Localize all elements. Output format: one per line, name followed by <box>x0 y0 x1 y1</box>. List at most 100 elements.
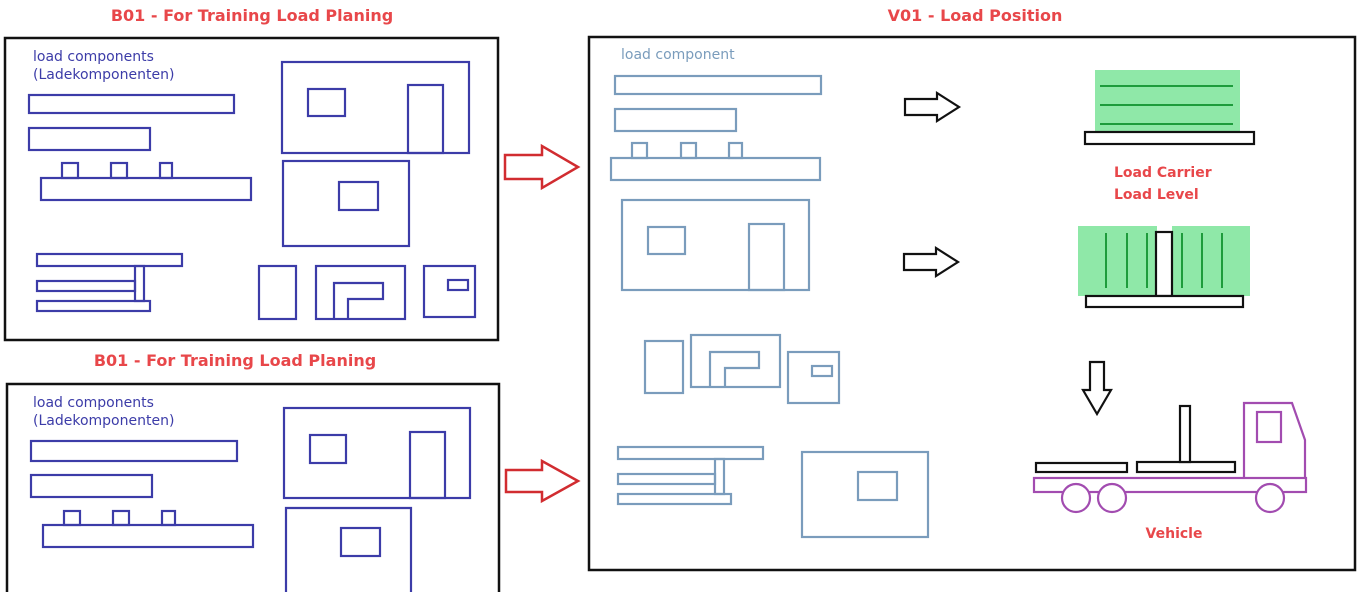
component-panel-door <box>280 60 471 155</box>
component-bar-short <box>613 107 738 133</box>
component-panel-door <box>282 406 472 500</box>
red-arrow-icon <box>504 458 581 504</box>
component-window <box>856 470 899 502</box>
load-level-lines <box>1105 233 1223 288</box>
component-base-with-pins <box>609 156 822 182</box>
black-arrow-icon <box>902 245 961 279</box>
v01-title: V01 - Load Position <box>888 6 1063 25</box>
component-rack-bar <box>616 445 765 461</box>
load-level-cargo-left <box>1078 226 1157 296</box>
truck-wheel <box>1060 482 1092 514</box>
load-carrier-icon <box>1083 70 1256 146</box>
truck-load-level-post <box>1178 404 1192 464</box>
load-carrier-lines <box>1100 85 1233 125</box>
component-window <box>306 87 347 118</box>
truck-window <box>1255 410 1283 444</box>
component-l-shape <box>708 350 761 387</box>
component-rack-bar <box>35 299 152 313</box>
v01-panel: V01 - Load Position load component <box>587 6 1357 572</box>
truck-body <box>1032 401 1308 514</box>
component-bar-short <box>27 126 152 152</box>
component-window <box>646 225 687 256</box>
load-carrier-platform <box>1083 130 1256 146</box>
component-pin <box>111 509 131 527</box>
carrier-label-1: Load Carrier <box>1114 165 1212 181</box>
component-pin <box>62 509 82 527</box>
truck-load-level-base <box>1135 460 1237 474</box>
component-l-frame <box>314 264 407 321</box>
component-l-shape <box>332 281 385 319</box>
v01-frame <box>587 35 1357 572</box>
component-small-block <box>257 264 298 321</box>
v01-component-label: load component <box>621 47 735 63</box>
b01-bottom-components <box>29 406 472 592</box>
component-rack-bar <box>35 252 184 268</box>
component-square <box>786 350 841 405</box>
b01-top-panel: B01 - For Training Load Planing load com… <box>3 6 500 342</box>
truck-load-carrier <box>1034 461 1129 474</box>
carrier-label-2: Load Level <box>1114 187 1199 203</box>
component-bar-long <box>613 74 823 96</box>
b01-bottom-label-1: load components <box>33 395 154 411</box>
component-door <box>747 222 786 292</box>
component-pin <box>109 161 129 180</box>
load-level-icon <box>1078 226 1250 309</box>
component-small-block <box>643 339 685 395</box>
load-level-cargo-right <box>1172 226 1250 296</box>
truck-chassis <box>1032 476 1308 494</box>
component-pin <box>727 141 744 160</box>
b01-bottom-panel: B01 - For Training Load Planing load com… <box>5 351 501 592</box>
component-l-frame <box>689 333 782 389</box>
component-bar-long <box>29 439 239 463</box>
component-pin <box>60 161 80 180</box>
b01-bottom-frame <box>5 382 501 592</box>
red-arrow-icon <box>503 143 581 191</box>
b01-bottom-title: B01 - For Training Load Planing <box>94 351 376 370</box>
truck-wheel <box>1254 482 1286 514</box>
component-bar-long <box>27 93 236 115</box>
component-pin <box>630 141 649 160</box>
flow-arrows <box>503 143 581 504</box>
component-rack-bar <box>616 472 717 486</box>
component-base-with-pins <box>39 176 253 202</box>
component-square <box>422 264 477 319</box>
b01-top-components <box>27 60 477 321</box>
b01-bottom-label-2: (Ladekomponenten) <box>33 413 174 429</box>
component-bar-short <box>29 473 154 499</box>
truck-wheel <box>1096 482 1128 514</box>
down-arrow-icon <box>1081 360 1113 417</box>
load-carrier-cargo <box>1095 70 1240 132</box>
component-door <box>408 430 447 500</box>
component-pin <box>679 141 698 160</box>
b01-top-label-2: (Ladekomponenten) <box>33 67 174 83</box>
b01-top-frame <box>3 36 500 342</box>
component-rack-bar <box>35 279 137 293</box>
vehicle-label: Vehicle <box>1146 526 1203 542</box>
component-slot <box>446 278 470 292</box>
component-slot <box>810 364 834 378</box>
truck-icon <box>1032 401 1308 514</box>
truck-cab <box>1242 401 1307 478</box>
load-level-post <box>1154 230 1174 298</box>
component-panel-partial <box>284 506 413 592</box>
component-pin <box>158 161 174 180</box>
component-panel <box>800 450 930 539</box>
load-level-platform <box>1084 294 1245 309</box>
v01-components <box>609 74 930 539</box>
component-window <box>339 526 382 558</box>
component-pin <box>160 509 177 527</box>
b01-top-label-1: load components <box>33 49 154 65</box>
component-base-with-pins <box>41 523 255 549</box>
v01-arrows <box>902 90 1113 417</box>
component-rack-post <box>133 264 146 303</box>
component-window <box>337 180 380 212</box>
component-window <box>308 433 348 465</box>
component-panel <box>281 159 411 248</box>
b01-top-title: B01 - For Training Load Planing <box>111 6 393 25</box>
component-rack-post <box>713 457 726 496</box>
component-rack-bar <box>616 492 733 506</box>
black-arrow-icon <box>903 90 962 124</box>
component-door <box>406 83 445 155</box>
component-panel-door <box>620 198 811 292</box>
